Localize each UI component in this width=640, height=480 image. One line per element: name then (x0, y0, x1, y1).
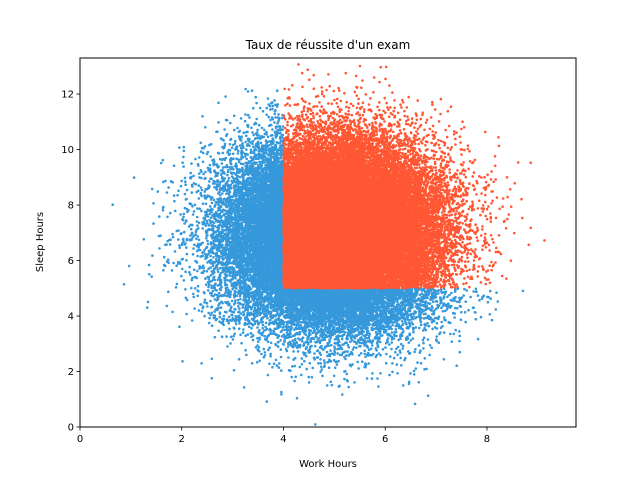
x-axis: 0 2 4 6 8 (77, 427, 490, 445)
plot-frame (79, 57, 577, 428)
scatter-points-pass (282, 63, 546, 290)
chart-title: Taux de réussite d'un exam (245, 38, 411, 52)
x-tick-label: 2 (179, 434, 185, 445)
x-tick-label: 6 (382, 434, 388, 445)
x-tick-label: 8 (484, 434, 490, 445)
scatter-points-fail (111, 87, 525, 426)
y-tick-label: 12 (61, 90, 74, 101)
x-axis-label: Work Hours (299, 459, 357, 470)
y-tick-label: 8 (68, 201, 74, 212)
y-tick-label: 2 (68, 367, 74, 378)
y-tick-label: 6 (68, 256, 74, 267)
y-axis: 0 2 4 6 8 10 12 (61, 90, 80, 434)
y-tick-label: 4 (68, 312, 74, 323)
x-tick-label: 4 (280, 434, 286, 445)
y-tick-label: 10 (61, 145, 74, 156)
x-tick-label: 0 (77, 434, 83, 445)
y-tick-label: 0 (68, 423, 74, 434)
scatter-points (111, 63, 546, 426)
y-axis-label: Sleep Hours (35, 212, 46, 272)
